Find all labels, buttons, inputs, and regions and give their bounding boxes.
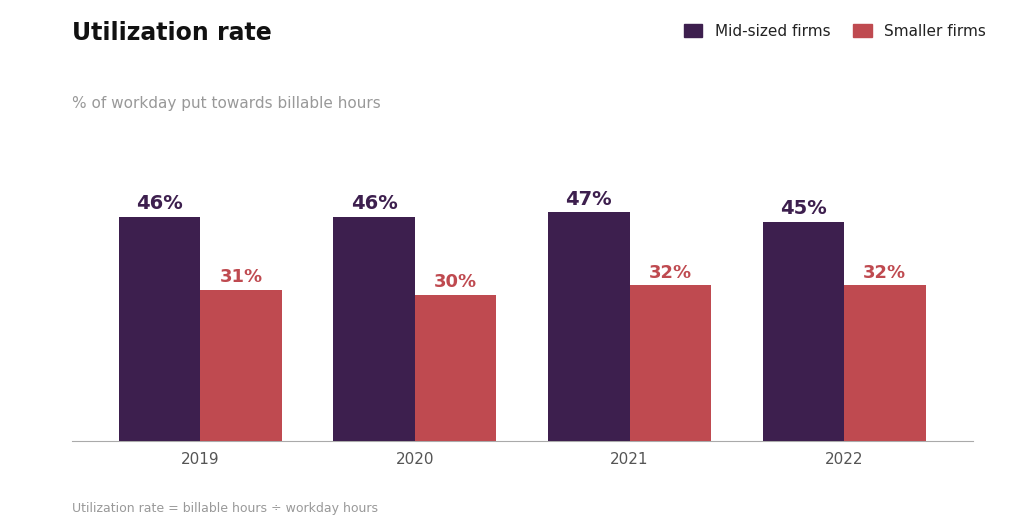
Text: Utilization rate: Utilization rate	[72, 21, 271, 45]
Bar	[415, 295, 497, 441]
Text: 45%: 45%	[780, 199, 826, 218]
Text: 46%: 46%	[351, 194, 397, 213]
Bar	[334, 217, 415, 441]
Bar	[201, 290, 282, 441]
Bar	[548, 212, 630, 441]
Text: 30%: 30%	[434, 273, 477, 292]
Bar	[844, 285, 926, 441]
Text: 47%: 47%	[565, 190, 612, 209]
Text: 32%: 32%	[649, 263, 692, 281]
Bar	[119, 217, 201, 441]
Text: % of workday put towards billable hours: % of workday put towards billable hours	[72, 96, 381, 110]
Legend: Mid-sized firms, Smaller firms: Mid-sized firms, Smaller firms	[684, 23, 986, 39]
Bar	[630, 285, 711, 441]
Text: 31%: 31%	[219, 269, 263, 286]
Bar	[763, 221, 844, 441]
Text: 32%: 32%	[863, 263, 906, 281]
Text: 46%: 46%	[136, 194, 183, 213]
Text: Utilization rate = billable hours ÷ workday hours: Utilization rate = billable hours ÷ work…	[72, 502, 378, 515]
